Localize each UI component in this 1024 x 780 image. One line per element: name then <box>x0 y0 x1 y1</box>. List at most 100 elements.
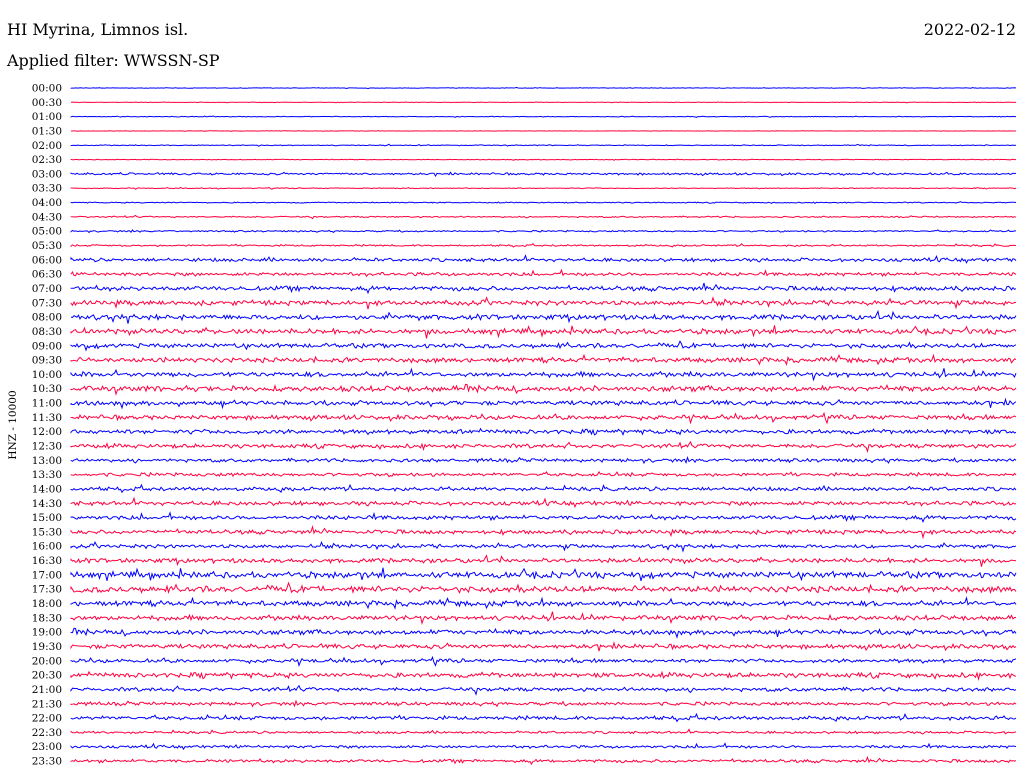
trace-line <box>70 411 1017 425</box>
trace-line <box>70 496 1017 509</box>
time-label: 13:30 <box>32 469 62 481</box>
filter-label: Applied filter: WWSSN-SP <box>7 51 220 70</box>
trace-line <box>70 201 1017 205</box>
trace-line <box>70 611 1017 626</box>
time-label: 08:30 <box>32 326 62 338</box>
trace-line <box>70 581 1017 595</box>
trace-line <box>70 554 1017 567</box>
trace-line <box>70 296 1017 310</box>
trace-line <box>70 728 1017 735</box>
trace-line <box>70 186 1017 190</box>
trace-line <box>70 511 1017 523</box>
trace-line <box>70 143 1017 147</box>
time-label: 09:30 <box>32 355 62 367</box>
time-label: 23:30 <box>32 756 62 768</box>
time-label: 05:30 <box>32 240 62 252</box>
time-label: 06:30 <box>32 269 62 281</box>
time-label: 05:00 <box>32 226 62 238</box>
time-label: 14:00 <box>32 483 62 495</box>
trace-line <box>70 242 1017 248</box>
trace-line <box>70 755 1017 766</box>
trace-line <box>70 268 1017 278</box>
trace-line <box>70 627 1017 639</box>
time-label: 17:00 <box>32 569 62 581</box>
trace-line <box>70 325 1017 339</box>
time-label: 11:30 <box>32 412 62 424</box>
trace-line <box>70 540 1017 553</box>
trace-line <box>70 115 1016 118</box>
time-label: 23:00 <box>32 741 62 753</box>
trace-line <box>70 214 1017 220</box>
time-label: 22:30 <box>32 727 62 739</box>
trace-line <box>70 171 1017 178</box>
trace-line <box>70 525 1017 540</box>
trace-line <box>70 229 1016 234</box>
time-label: 01:30 <box>32 125 62 137</box>
station-title: HI Myrina, Limnos isl. <box>7 20 189 39</box>
time-label: 07:00 <box>32 283 62 295</box>
time-label: 19:00 <box>32 627 62 639</box>
trace-line <box>70 596 1017 610</box>
time-label: 15:30 <box>32 526 62 538</box>
time-label: 13:00 <box>32 455 62 467</box>
time-label: 03:30 <box>32 183 62 195</box>
time-label: 11:00 <box>32 398 62 410</box>
trace-line <box>70 456 1017 465</box>
trace-line <box>70 440 1017 454</box>
time-label: 10:00 <box>32 369 62 381</box>
time-label: 08:00 <box>32 312 62 324</box>
trace-line <box>70 670 1017 681</box>
trace-line <box>70 254 1017 264</box>
time-label: 01:00 <box>32 111 62 123</box>
trace-line <box>70 655 1017 667</box>
time-label: 00:30 <box>32 97 62 109</box>
trace-line <box>71 130 1016 132</box>
trace-line <box>70 470 1017 478</box>
trace-line <box>70 340 1017 352</box>
trace-line <box>70 742 1017 751</box>
time-label: 21:30 <box>32 698 62 710</box>
time-label: 12:30 <box>32 441 62 453</box>
time-label: 18:30 <box>32 612 62 624</box>
time-label: 02:00 <box>32 140 62 152</box>
time-label: 20:30 <box>32 670 62 682</box>
time-label: 10:30 <box>32 383 62 395</box>
time-label: 22:00 <box>32 713 62 725</box>
time-label: 04:00 <box>32 197 62 209</box>
trace-line <box>70 684 1017 696</box>
time-label: 04:30 <box>32 211 62 223</box>
time-label: 14:30 <box>32 498 62 510</box>
trace-line <box>70 86 1017 90</box>
trace-line <box>70 383 1017 396</box>
trace-line <box>70 567 1017 582</box>
time-label: 03:00 <box>32 168 62 180</box>
trace-line <box>70 427 1017 436</box>
trace-line <box>70 309 1017 324</box>
time-label: 18:00 <box>32 598 62 610</box>
time-label: 21:00 <box>32 684 62 696</box>
trace-line <box>70 397 1017 410</box>
trace-line <box>70 367 1017 382</box>
time-label: 06:00 <box>32 254 62 266</box>
time-label: 07:30 <box>32 297 62 309</box>
trace-line <box>70 699 1017 708</box>
time-label: 19:30 <box>32 641 62 653</box>
trace-line <box>70 712 1017 723</box>
date-label: 2022-02-12 <box>923 20 1016 39</box>
trace-line <box>70 483 1017 494</box>
time-label: 20:00 <box>32 655 62 667</box>
time-label: 12:00 <box>32 426 62 438</box>
trace-line <box>70 282 1017 295</box>
time-label: 15:00 <box>32 512 62 524</box>
trace-line <box>70 641 1017 652</box>
time-label: 02:30 <box>32 154 62 166</box>
trace-line <box>70 158 1016 161</box>
trace-line <box>70 101 1017 104</box>
time-label: 17:30 <box>32 584 62 596</box>
time-label: 00:00 <box>32 83 62 95</box>
y-axis-label: HNZ - 10000 <box>7 390 19 459</box>
time-label: 09:00 <box>32 340 62 352</box>
time-label: 16:30 <box>32 555 62 567</box>
time-label: 16:00 <box>32 541 62 553</box>
